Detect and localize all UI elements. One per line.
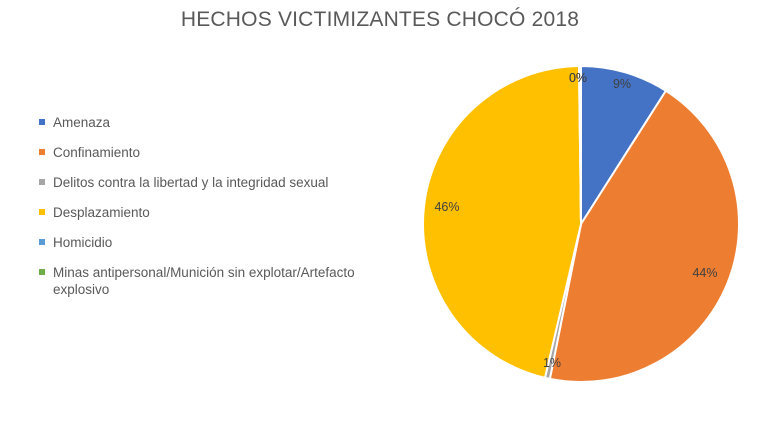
legend-item-confinamiento: Confinamiento (36, 144, 376, 161)
chart-title: HECHOS VICTIMIZANTES CHOCÓ 2018 (180, 8, 580, 31)
legend-label: Confinamiento (53, 145, 141, 160)
slice-data-label: 1% (543, 356, 561, 370)
legend-item-minas: Minas antipersonal/Munición sin explotar… (36, 264, 376, 298)
slice-data-label: 0% (569, 71, 587, 85)
legend-label: Delitos contra la libertad y la integrid… (53, 175, 329, 190)
pie-slice (578, 64, 582, 225)
legend-label: Homicidio (53, 235, 113, 250)
pie-slice (580, 64, 668, 228)
legend-item-desplazamiento: Desplazamiento (36, 204, 376, 221)
legend-label: Amenaza (53, 115, 111, 130)
legend-swatch-desplazamiento (39, 209, 45, 215)
legend-item-amenaza: Amenaza (36, 114, 376, 131)
legend-label: Desplazamiento (53, 205, 150, 220)
chart-legend: Amenaza Confinamiento Delitos contra la … (36, 114, 376, 311)
legend-swatch-delitos (39, 179, 45, 185)
pie-slice (422, 64, 583, 380)
legend-item-homicidio: Homicidio (36, 234, 376, 251)
slice-data-label: 44% (692, 266, 717, 280)
slice-data-label: 0% (569, 71, 587, 85)
legend-swatch-amenaza (39, 119, 45, 125)
legend-swatch-minas (39, 269, 45, 275)
legend-item-delitos: Delitos contra la libertad y la integrid… (36, 174, 376, 191)
legend-swatch-homicidio (39, 239, 45, 245)
pie-slice (548, 89, 740, 383)
legend-swatch-confinamiento (39, 149, 45, 155)
slice-data-label: 9% (613, 77, 631, 91)
legend-label: Minas antipersonal/Munición sin explotar… (53, 265, 355, 297)
slice-data-label: 46% (434, 200, 459, 214)
